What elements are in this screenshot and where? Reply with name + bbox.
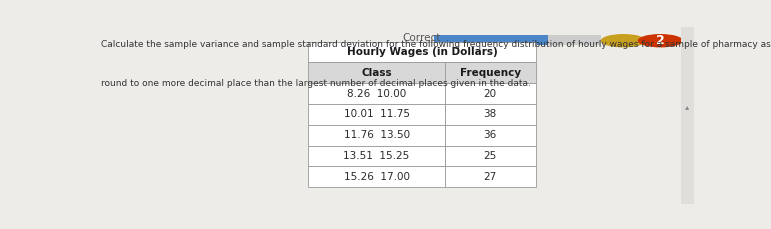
Bar bbox=[308, 125, 445, 146]
Text: 2: 2 bbox=[656, 34, 665, 47]
Text: Class: Class bbox=[362, 68, 392, 78]
Text: 25: 25 bbox=[483, 151, 497, 161]
Text: Calculate the sample variance and sample standard deviation for the following fr: Calculate the sample variance and sample… bbox=[101, 40, 771, 49]
Circle shape bbox=[601, 34, 646, 47]
Text: 11.76  13.50: 11.76 13.50 bbox=[344, 130, 409, 140]
Text: 20: 20 bbox=[483, 89, 497, 99]
Bar bbox=[445, 125, 536, 146]
Bar bbox=[445, 104, 536, 125]
Bar bbox=[308, 42, 536, 62]
Bar bbox=[308, 166, 445, 187]
Text: 13.51  15.25: 13.51 15.25 bbox=[344, 151, 409, 161]
Bar bbox=[681, 27, 694, 204]
Bar bbox=[434, 35, 547, 45]
Text: round to one more decimal place than the largest number of decimal places given : round to one more decimal place than the… bbox=[101, 79, 531, 88]
Text: Correct: Correct bbox=[402, 33, 441, 43]
Bar bbox=[308, 146, 445, 166]
Bar bbox=[445, 83, 536, 104]
Text: 10.01  11.75: 10.01 11.75 bbox=[344, 109, 409, 119]
Circle shape bbox=[638, 34, 683, 47]
Bar bbox=[445, 62, 536, 83]
Text: 38: 38 bbox=[483, 109, 497, 119]
Bar bbox=[445, 166, 536, 187]
Text: 15.26  17.00: 15.26 17.00 bbox=[344, 172, 409, 182]
Bar bbox=[445, 146, 536, 166]
Text: 8.26  10.00: 8.26 10.00 bbox=[347, 89, 406, 99]
Text: Hourly Wages (in Dollars): Hourly Wages (in Dollars) bbox=[347, 47, 497, 57]
Text: Frequency: Frequency bbox=[460, 68, 520, 78]
Text: ▴: ▴ bbox=[685, 102, 689, 111]
Bar bbox=[308, 83, 445, 104]
Text: 36: 36 bbox=[483, 130, 497, 140]
Bar bbox=[308, 62, 445, 83]
Text: 27: 27 bbox=[483, 172, 497, 182]
Bar bbox=[547, 35, 601, 45]
Bar bbox=[308, 104, 445, 125]
